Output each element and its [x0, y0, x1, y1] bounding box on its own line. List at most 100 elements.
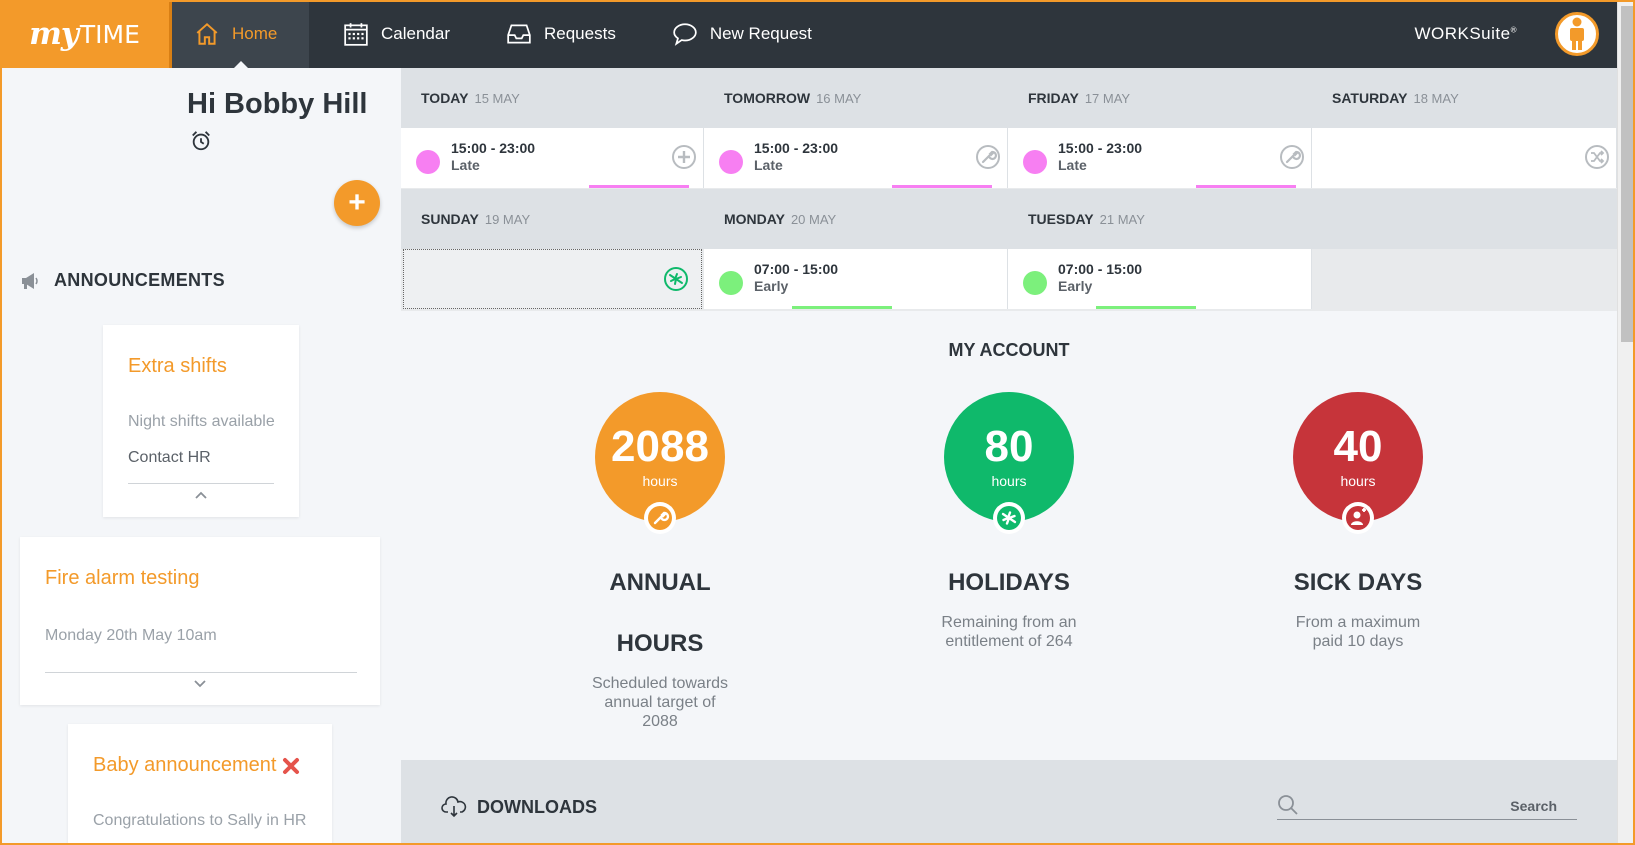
scrollbar-thumb[interactable] [1621, 6, 1633, 342]
metric-description: Scheduled towards annual target of 2088 [591, 675, 729, 730]
shift-time: 07:00 - 15:00 [754, 261, 839, 277]
shift-indicator-bar [1196, 185, 1296, 188]
day-header-sunday: SUNDAY 19 MAY [401, 189, 704, 249]
divider [45, 672, 357, 673]
shift-cell-tomorrow[interactable]: 15:00 - 23:00 Late [704, 128, 1008, 188]
nav-home-label: Home [232, 24, 278, 43]
metric-description: Remaining from an entitlement of 264 [941, 614, 1077, 650]
shift-cell-today[interactable]: 15:00 - 23:00 Late [401, 128, 704, 188]
alarm-clock-icon[interactable] [190, 130, 212, 152]
day-name: SUNDAY [421, 211, 479, 227]
holidays-circle[interactable]: 80 hours [944, 392, 1074, 534]
shift-cell-friday[interactable]: 15:00 - 23:00 Late [1008, 128, 1312, 188]
shift-indicator-bar [892, 185, 992, 188]
shift-cell-tuesday[interactable]: 07:00 - 15:00 Early [1008, 249, 1312, 309]
swap-shift-icon[interactable] [1584, 144, 1610, 170]
announcement-card-baby[interactable]: Baby announcement Congratulations to Sal… [68, 724, 332, 845]
wrench-icon[interactable] [975, 144, 1001, 170]
left-panel: Hi Bobby Hill + ANNOUNCEMENTS Extra shif… [0, 68, 401, 845]
shift-cell-monday[interactable]: 07:00 - 15:00 Early [704, 249, 1008, 309]
chevron-down-icon[interactable] [193, 679, 207, 689]
shift-indicator-bar [792, 306, 892, 309]
annual-hours-circle[interactable]: 2088 hours [595, 392, 725, 534]
announcement-title: Extra shifts [128, 355, 227, 377]
announcement-line: Night shifts available [128, 413, 275, 430]
day-date: 15 MAY [474, 90, 520, 106]
shift-label: Late [1058, 157, 1087, 173]
metric-value: 40 [1333, 422, 1383, 471]
search-icon [1278, 795, 1298, 815]
day-header-today: TODAY 15 MAY [401, 68, 704, 128]
add-circle-icon[interactable] [671, 144, 697, 170]
metric-label-line: HOURS [616, 630, 704, 657]
top-navigation-bar: my TIME Home Calendar Requests New Reque… [0, 0, 1635, 68]
day-date: 19 MAY [484, 211, 531, 227]
shift-label: Early [1058, 278, 1093, 294]
announcement-card-fire-alarm[interactable]: Fire alarm testing Monday 20th May 10am [20, 537, 380, 705]
day-header-tuesday: TUESDAY 21 MAY [1008, 189, 1312, 249]
chevron-up-icon[interactable] [194, 490, 208, 500]
metric-label-line: ANNUAL [609, 569, 711, 596]
shift-label: Late [451, 157, 480, 173]
home-icon [196, 22, 218, 45]
plus-icon: + [348, 186, 366, 219]
vertical-scrollbar[interactable] [1617, 0, 1635, 845]
shift-color-dot [1023, 150, 1047, 174]
day-date: 21 MAY [1099, 211, 1145, 227]
shift-label: Early [754, 278, 789, 294]
announcement-card-extra-shifts[interactable]: Extra shifts Night shifts available Cont… [103, 325, 299, 517]
announcement-title: Fire alarm testing [45, 567, 200, 589]
sick-person-icon [1346, 506, 1370, 530]
wrench-icon[interactable] [1279, 144, 1305, 170]
day-date: 18 MAY [1413, 90, 1459, 106]
wrench-badge [644, 502, 676, 534]
worksuite-brand: WORKSuite® [1414, 24, 1517, 44]
speech-bubble-icon [673, 23, 697, 46]
mytime-logo[interactable]: my TIME [0, 0, 172, 68]
metric-unit: hours [991, 473, 1027, 489]
nav-calendar-label: Calendar [381, 24, 450, 43]
nav-new-request[interactable]: New Request [650, 0, 834, 68]
metric-unit: hours [642, 473, 678, 489]
day-name: TODAY [421, 90, 469, 106]
day-header-monday: MONDAY 20 MAY [704, 189, 1008, 249]
day-date: 17 MAY [1084, 90, 1131, 106]
shift-color-dot [719, 271, 743, 295]
airplane-icon[interactable] [663, 266, 689, 292]
nav-requests-label: Requests [544, 24, 616, 43]
day-name: FRIDAY [1028, 90, 1079, 106]
close-icon[interactable] [282, 757, 300, 775]
day-header-friday: FRIDAY 17 MAY [1008, 68, 1312, 128]
announcement-line: Monday 20th May 10am [45, 627, 217, 644]
metric-value: 2088 [611, 422, 709, 471]
day-name: TOMORROW [724, 90, 811, 106]
day-header-saturday: SATURDAY 18 MAY [1312, 68, 1617, 128]
nav-home[interactable]: Home [172, 0, 309, 68]
metric-label: ANNUAL HOURS [550, 552, 770, 674]
metric-sick-days: 40 hours SICK DAYS From a maximum paid 1… [1248, 392, 1468, 651]
shift-cell-sunday-holiday[interactable] [403, 249, 702, 309]
metric-label: HOLIDAYS [948, 569, 1070, 596]
downloads-search [1277, 794, 1577, 820]
search-input[interactable] [1307, 794, 1577, 818]
sick-days-circle[interactable]: 40 hours [1293, 392, 1423, 534]
add-button[interactable]: + [334, 180, 380, 226]
day-name: MONDAY [724, 211, 785, 227]
shift-time: 07:00 - 15:00 [1058, 261, 1143, 277]
calendar-icon [344, 23, 368, 46]
day-date: 16 MAY [816, 90, 862, 106]
announcement-line: Contact HR [128, 449, 211, 466]
user-avatar[interactable] [1555, 12, 1599, 56]
nav-calendar[interactable]: Calendar [321, 0, 472, 68]
metric-value: 80 [984, 422, 1034, 471]
metric-label: SICK DAYS [1293, 569, 1423, 596]
shift-cell-saturday[interactable] [1312, 128, 1617, 188]
inbox-icon [507, 24, 531, 44]
shift-indicator-bar [1096, 306, 1196, 309]
cloud-download-icon [441, 796, 467, 818]
day-name: SATURDAY [1332, 90, 1408, 106]
announcement-title-row: Baby announcement [93, 754, 300, 777]
airplane-badge [993, 502, 1025, 534]
brand-registered-mark: ® [1510, 25, 1517, 35]
nav-requests[interactable]: Requests [484, 0, 638, 68]
